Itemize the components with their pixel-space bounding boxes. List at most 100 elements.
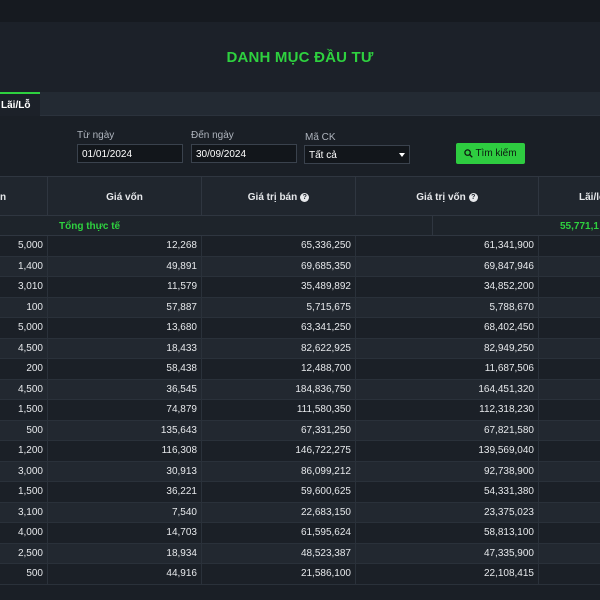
search-button[interactable]: Tìm kiếm: [456, 143, 525, 164]
cost-price-cell: 14,703: [48, 523, 202, 543]
quantity-cell: 500: [0, 420, 48, 441]
cost-price-cell: 135,643: [48, 420, 202, 441]
table-row[interactable]: 3,010 11,579 35,489,892 34,852,200: [0, 277, 600, 298]
col-sale-value-header: Giá trị bán ?: [202, 177, 356, 217]
table-body: 5,000 12,268 65,336,250 61,341,900 1,400 49,8…: [0, 236, 600, 600]
table-row[interactable]: 500 44,916 21,586,100 22,108,415: [0, 564, 600, 585]
quantity-cell: 4,500: [0, 338, 48, 359]
sale-value-cell: 59,600,625: [202, 482, 356, 502]
to-date-input[interactable]: 30/09/2024: [191, 144, 297, 163]
profit-loss-cell: [539, 318, 600, 338]
cost-value-cell: 92,738,900: [356, 461, 539, 482]
cost-value-cell: 22,108,415: [356, 564, 539, 584]
table-row[interactable]: 3,000 30,913 86,099,212 92,738,900: [0, 461, 600, 482]
sale-value-cell: 65,336,250: [202, 236, 356, 256]
total-profit-value: 55,771,1: [560, 221, 599, 232]
stock-code-label: Mã CK: [305, 132, 336, 143]
cost-value-cell: 69,847,946: [356, 256, 539, 277]
table-row[interactable]: 1,200 116,308 146,722,275 139,569,040: [0, 441, 600, 462]
cost-price-cell: 57,887: [48, 297, 202, 318]
chevron-down-icon: [399, 153, 405, 157]
sale-value-cell: 21,586,100: [202, 564, 356, 584]
quantity-cell: 200: [0, 359, 48, 379]
sale-value-cell: 48,523,387: [202, 543, 356, 564]
sale-value-cell: 82,622,925: [202, 338, 356, 359]
cost-value-cell: 164,451,320: [356, 379, 539, 400]
cost-value-cell: 11,687,506: [356, 359, 539, 379]
cost-value-cell: 5,788,670: [356, 297, 539, 318]
stock-code-select[interactable]: Tất cả: [304, 145, 410, 164]
table-row[interactable]: 1,400 49,891 69,685,350 69,847,946: [0, 256, 600, 277]
total-label: Tổng thực tế: [59, 221, 121, 232]
cost-value-cell: 54,331,380: [356, 482, 539, 502]
quantity-cell: 3,100: [0, 502, 48, 523]
quantity-cell: 1,500: [0, 400, 48, 420]
table-row[interactable]: 1,500 74,879 111,580,350 112,318,230: [0, 400, 600, 421]
divider: [432, 216, 433, 236]
quantity-cell: 3,010: [0, 277, 48, 297]
cost-price-cell: 36,545: [48, 379, 202, 400]
profit-loss-cell: [539, 400, 600, 420]
sale-value-cell: 12,488,700: [202, 359, 356, 379]
table-row[interactable]: 100 57,887 5,715,675 5,788,670: [0, 297, 600, 318]
cost-value-cell: 34,852,200: [356, 277, 539, 297]
help-icon[interactable]: ?: [468, 192, 478, 202]
cost-price-cell: 116,308: [48, 441, 202, 461]
tab-profit-loss[interactable]: Lãi/Lỗ: [0, 92, 40, 116]
help-icon[interactable]: ?: [300, 192, 310, 202]
cost-price-cell: 7,540: [48, 502, 202, 523]
table-row[interactable]: 1,500 36,221 59,600,625 54,331,380: [0, 482, 600, 503]
quantity-cell: 1,200: [0, 441, 48, 461]
quantity-cell: 4,000: [0, 523, 48, 543]
cost-price-cell: 18,934: [48, 543, 202, 564]
cost-price-cell: 49,891: [48, 256, 202, 277]
col-cost-value-label: Giá trị vốn: [416, 191, 466, 203]
to-date-label: Đến ngày: [191, 130, 234, 141]
table-row[interactable]: 4,500 18,433 82,622,925 82,949,250: [0, 338, 600, 359]
sale-value-cell: 69,685,350: [202, 256, 356, 277]
cost-price-cell: 74,879: [48, 400, 202, 420]
table-row[interactable]: 5,000 12,268 65,336,250 61,341,900: [0, 236, 600, 257]
quantity-cell: 1,500: [0, 482, 48, 502]
profit-loss-cell: [539, 277, 600, 297]
table-header: n Giá vốn Giá trị bán ? Giá trị vốn ? Lã…: [0, 176, 600, 217]
sale-value-cell: 86,099,212: [202, 461, 356, 482]
page-header: DANH MỤC ĐẦU TƯ: [0, 22, 600, 92]
table-row[interactable]: 5,000 13,680 63,341,250 68,402,450: [0, 318, 600, 339]
col-quantity-label: n: [0, 191, 7, 203]
cost-price-cell: 58,438: [48, 359, 202, 379]
page-title: DANH MỤC ĐẦU TƯ: [226, 48, 374, 66]
quantity-cell: 1,400: [0, 256, 48, 277]
cost-price-cell: 30,913: [48, 461, 202, 482]
sale-value-cell: 22,683,150: [202, 502, 356, 523]
table-row[interactable]: 3,100 7,540 22,683,150 23,375,023: [0, 502, 600, 523]
col-cost-price-label: Giá vốn: [106, 191, 143, 203]
profit-loss-cell: [539, 236, 600, 256]
search-icon: [464, 149, 474, 158]
table-row[interactable]: 2,500 18,934 48,523,387 47,335,900: [0, 543, 600, 564]
profit-loss-cell: [539, 503, 600, 523]
table-row[interactable]: 4,500 36,545 184,836,750 164,451,320: [0, 379, 600, 400]
cost-value-cell: 139,569,040: [356, 441, 539, 461]
top-strip: [0, 0, 600, 22]
sale-value-cell: 111,580,350: [202, 400, 356, 420]
cost-price-cell: 12,268: [48, 236, 202, 256]
table-row[interactable]: 200 58,438 12,488,700 11,687,506: [0, 359, 600, 380]
col-sale-value-label: Giá trị bán: [247, 191, 298, 203]
cost-price-cell: 18,433: [48, 338, 202, 359]
sale-value-cell: 146,722,275: [202, 441, 356, 461]
table-row[interactable]: 4,000 14,703 61,595,624 58,813,100: [0, 523, 600, 544]
cost-value-cell: 58,813,100: [356, 523, 539, 543]
stock-code-value: Tất cả: [309, 150, 337, 161]
profit-loss-cell: [539, 462, 600, 482]
sale-value-cell: 184,836,750: [202, 379, 356, 400]
table-row[interactable]: 500 135,643 67,331,250 67,821,580: [0, 420, 600, 441]
profit-loss-cell: [539, 380, 600, 400]
cost-price-cell: 44,916: [48, 564, 202, 584]
cost-value-cell: 68,402,450: [356, 318, 539, 338]
profit-loss-cell: [539, 544, 600, 564]
from-date-input[interactable]: 01/01/2024: [77, 144, 183, 163]
quantity-cell: 5,000: [0, 318, 48, 338]
cost-value-cell: 82,949,250: [356, 338, 539, 359]
cost-price-cell: 11,579: [48, 277, 202, 297]
